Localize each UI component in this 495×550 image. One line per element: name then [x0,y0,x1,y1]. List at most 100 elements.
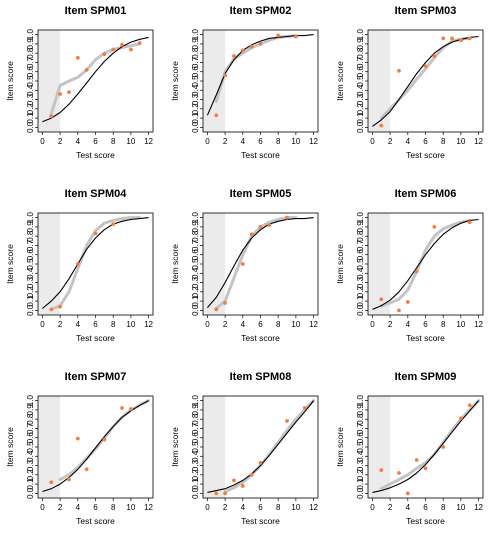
model-curve [372,400,480,493]
y-axis-label: Item score [5,61,15,101]
x-axis-label: Test score [241,333,280,343]
data-point [223,301,228,305]
x-tick-label: 6 [258,137,263,146]
x-tick-label: 4 [241,503,246,512]
x-axis-label: Test score [76,333,115,343]
x-axis-label: Test score [406,333,445,343]
y-tick-label: 1.0 [26,395,35,407]
data-point [137,41,142,45]
data-point [232,478,236,483]
y-tick-label: 0.2 [26,103,35,115]
y-tick-label: 0.2 [26,469,35,481]
y-tick-label: 0.4 [26,267,35,279]
x-tick-label: 12 [309,503,318,512]
y-tick-label: 0.8 [356,230,365,242]
x-tick-label: 8 [111,503,116,512]
x-tick-label: 6 [93,137,98,146]
y-tick-label: 0.2 [191,469,200,481]
y-tick-label: 0.9 [191,38,200,50]
empirical-curve [49,42,142,115]
y-tick-label: 0.1 [356,295,365,307]
data-point [467,403,472,408]
y-tick-label: 0.5 [356,258,365,270]
data-point [111,47,116,52]
y-tick-label: 0.6 [26,66,35,78]
y-tick-label: 1.0 [26,212,35,224]
data-point [240,48,245,53]
y-tick-label: 0.8 [26,47,35,59]
data-point [379,123,384,128]
x-tick-label: 6 [423,503,428,512]
data-point [302,406,307,410]
data-point [67,477,71,482]
data-point [467,36,472,41]
x-tick-label: 8 [441,320,446,329]
y-tick-label: 0.3 [191,276,200,288]
x-tick-label: 10 [126,503,135,512]
y-tick-label: 0.7 [191,239,200,251]
shaded-band [38,396,61,498]
x-tick-label: 2 [223,320,228,329]
y-tick-label: 0.9 [356,38,365,50]
y-tick-label: 0.4 [26,84,35,96]
data-point [432,54,437,58]
x-tick-label: 12 [309,320,318,329]
empirical-curve [379,218,472,308]
empirical-curve [223,399,316,493]
data-point [405,300,410,304]
y-tick-label: 1.0 [191,212,200,224]
y-tick-label: 0.0 [26,487,35,499]
x-axis-label: Test score [76,150,115,160]
y-tick-label: 0.9 [191,221,200,233]
x-tick-label: 2 [223,137,228,146]
data-point [120,406,124,410]
x-tick-label: 12 [474,137,483,146]
y-tick-label: 0.5 [191,75,200,87]
y-tick-label: 0.4 [356,450,365,462]
x-axis-label: Test score [241,150,280,160]
y-tick-label: 0.9 [356,221,365,233]
data-point [285,215,289,220]
x-tick-label: 8 [276,320,281,329]
data-point [214,113,219,118]
x-tick-label: 12 [474,503,483,512]
x-tick-label: 0 [205,137,210,146]
y-tick-label: 0.8 [356,47,365,59]
y-tick-label: 0.7 [26,56,35,68]
y-axis-label: Item score [170,61,180,101]
data-point [111,222,116,227]
x-tick-label: 0 [40,503,45,512]
empirical-curve [49,216,142,311]
data-point [102,437,107,442]
y-tick-label: 0.3 [191,93,200,105]
data-point [467,220,472,225]
y-axis-label: Item score [170,427,180,467]
data-point [458,416,463,421]
x-axis-label: Test score [406,516,445,526]
x-tick-label: 8 [441,503,446,512]
data-point [397,68,401,73]
shaded-band [38,30,61,132]
data-point [240,484,245,488]
y-axis-label: Item score [335,61,345,101]
y-tick-label: 0.3 [26,276,35,288]
y-tick-label: 0.6 [26,432,35,444]
y-tick-label: 0.4 [191,84,200,96]
panel-title: Item SPM02 [230,5,292,17]
y-tick-label: 0.9 [191,404,200,416]
data-point [75,262,80,266]
x-tick-label: 6 [93,503,98,512]
data-point [67,90,71,95]
x-tick-label: 0 [40,320,45,329]
data-point [58,92,63,96]
y-tick-label: 0.0 [26,121,35,133]
y-tick-label: 0.2 [356,469,365,481]
data-point [405,491,410,496]
y-tick-label: 0.5 [191,258,200,270]
data-point [49,307,54,312]
y-tick-label: 0.3 [26,93,35,105]
y-tick-label: 0.6 [356,249,365,261]
x-tick-label: 0 [370,137,375,146]
y-tick-label: 0.6 [191,432,200,444]
